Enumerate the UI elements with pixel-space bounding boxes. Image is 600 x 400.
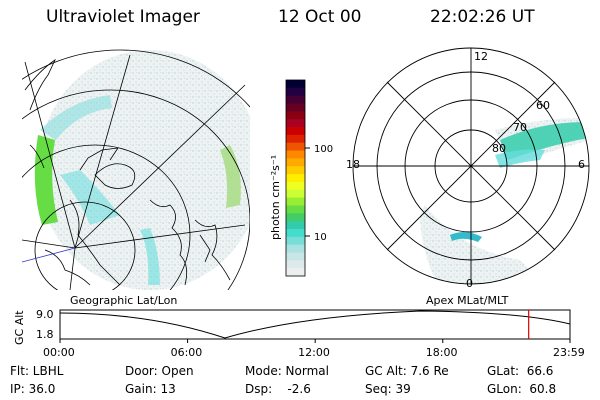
colorbar-swatch [286, 174, 305, 183]
info-gcalt: GC Alt: 7.6 Re [365, 364, 449, 378]
timeline-xtick-label: 23:59 [553, 346, 585, 359]
polar-label-6: 6 [578, 158, 585, 171]
info-door: Door: Open [125, 364, 194, 378]
polar-field-south [420, 205, 540, 284]
instrument-title: Ultraviolet Imager [46, 7, 200, 27]
info-flt: Flt: LBHL [10, 364, 64, 378]
colorbar-swatch [286, 158, 305, 167]
colorbar-swatch [286, 268, 305, 277]
polar-aurora-arc [495, 149, 545, 168]
timeline-xtick-label: 18:00 [426, 346, 458, 359]
timeline-xtick-label: 06:00 [171, 346, 203, 359]
info-ip: IP: 36.0 [10, 382, 56, 396]
polar-labels: 12 18 6 0 60 70 80 [346, 50, 585, 290]
timeline-axis-label: GC Alt [13, 310, 26, 345]
timeline-xtick-label: 12:00 [298, 346, 330, 359]
graticule [22, 49, 250, 290]
polar-grid [352, 47, 590, 285]
colorbar-swatch [286, 228, 305, 238]
geographic-image [22, 49, 250, 290]
coastlines [24, 58, 231, 286]
colorbar-swatch [286, 134, 305, 144]
observation-time: 22:02:26 UT [430, 7, 535, 27]
colorbar [285, 79, 306, 277]
info-gain: Gain: 13 [125, 382, 176, 396]
colorbar-tick-10: 10 [314, 232, 327, 243]
colorbar-tick-100: 100 [314, 144, 333, 155]
colorbar-frame [285, 79, 306, 277]
info-mode: Mode: Normal [245, 364, 329, 378]
colorbar-swatch [286, 236, 305, 246]
colorbar-unit-label: photon cm⁻²s⁻¹ [269, 155, 282, 240]
aurora-band-east [220, 145, 241, 208]
colorbar-swatch [286, 127, 305, 136]
aurora-patch-2 [140, 228, 160, 285]
info-glat: GLat: 66.6 [487, 364, 554, 378]
colorbar-swatch [286, 213, 305, 222]
aurora-patch-1 [60, 170, 120, 225]
aurora-band-west [34, 135, 58, 225]
observation-date: 12 Oct 00 [278, 7, 362, 27]
colorbar-swatch [286, 166, 305, 175]
apex-caption: Apex MLat/MLT [426, 294, 509, 307]
timeline-ytick-low: 1.8 [36, 328, 54, 341]
polar-aurora-night [450, 231, 482, 242]
colorbar-swatch [286, 142, 305, 152]
colorbar-swatch [286, 221, 305, 230]
colorbar-swatch [286, 260, 305, 269]
colorbar-swatch [286, 205, 305, 214]
colorbar-swatch [286, 244, 305, 254]
geographic-caption: Geographic Lat/Lon [70, 294, 177, 307]
colorbar-swatch [286, 189, 305, 199]
info-glon: GLon: 60.8 [487, 382, 557, 396]
colorbar-swatch [286, 80, 305, 89]
aurora-band-north [40, 95, 112, 140]
polar-lat-80: 80 [492, 142, 506, 155]
orbit-altitude-curve [59, 310, 571, 339]
polar-label-12: 12 [474, 50, 488, 63]
colorbar-swatch [286, 252, 305, 261]
info-dsp: Dsp: -2.6 [245, 382, 311, 396]
timeline-ytick-high: 9.0 [36, 308, 54, 321]
polar-label-18: 18 [346, 158, 360, 171]
polar-lat-70: 70 [513, 121, 527, 134]
timeline-frame [59, 309, 571, 340]
colorbar-swatch [286, 95, 305, 105]
colorbar-swatch [286, 111, 305, 120]
colorbar-ticks: 100 10 [305, 144, 333, 243]
colorbar-swatch [286, 150, 305, 159]
timeline-xtick-label: 00:00 [43, 346, 75, 359]
colorbar-swatch [286, 197, 305, 207]
info-seq: Seq: 39 [365, 382, 411, 396]
timeline-xticks: 00:00 06:00 12:00 18:00 23:59 [43, 339, 585, 359]
colorbar-swatch [286, 103, 305, 112]
polar-image: 12 18 6 0 60 70 80 [346, 47, 590, 290]
polar-label-0: 0 [466, 277, 473, 290]
polar-lat-60: 60 [536, 99, 550, 112]
colorbar-swatch [286, 87, 305, 97]
altitude-timeline: GC Alt 9.0 1.8 00:00 06:00 12:00 18:00 23:59 [13, 308, 585, 359]
colorbar-swatch [286, 119, 305, 128]
colorbar-swatch [286, 181, 305, 191]
